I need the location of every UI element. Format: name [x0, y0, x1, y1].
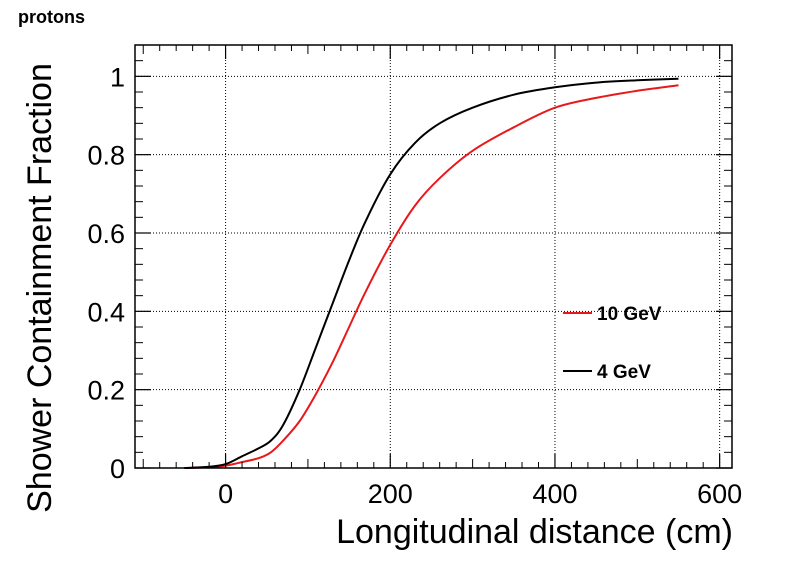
x-tick-label: 400 — [532, 479, 577, 509]
x-tick-label: 600 — [697, 479, 742, 509]
ticks — [135, 45, 732, 469]
x-axis-label: Longitudinal distance (cm) — [336, 513, 733, 551]
chart-title: protons — [18, 7, 85, 27]
y-tick-label: 1 — [110, 62, 125, 92]
grid — [135, 45, 732, 468]
y-tick-label: 0.8 — [87, 141, 125, 171]
series-line-black — [184, 77, 679, 469]
series-line-red — [184, 84, 679, 469]
tick-labels: 0 200 400 600 0 0.2 0.4 0.6 0.8 1 — [87, 62, 742, 509]
series-layer — [184, 77, 679, 469]
x-tick-label: 0 — [218, 479, 233, 509]
plot-frame — [134, 44, 733, 469]
x-tick-label: 200 — [368, 479, 413, 509]
y-tick-label: 0.4 — [87, 297, 125, 327]
y-tick-label: 0.6 — [87, 219, 125, 249]
legend: 10 GeV 4 GeV — [563, 304, 662, 383]
y-tick-label: 0.2 — [87, 376, 125, 406]
y-axis-label: Shower Containment Fraction — [21, 63, 59, 513]
y-tick-label: 0 — [110, 454, 125, 484]
legend-label: 10 GeV — [597, 304, 662, 325]
legend-label: 4 GeV — [597, 362, 651, 383]
